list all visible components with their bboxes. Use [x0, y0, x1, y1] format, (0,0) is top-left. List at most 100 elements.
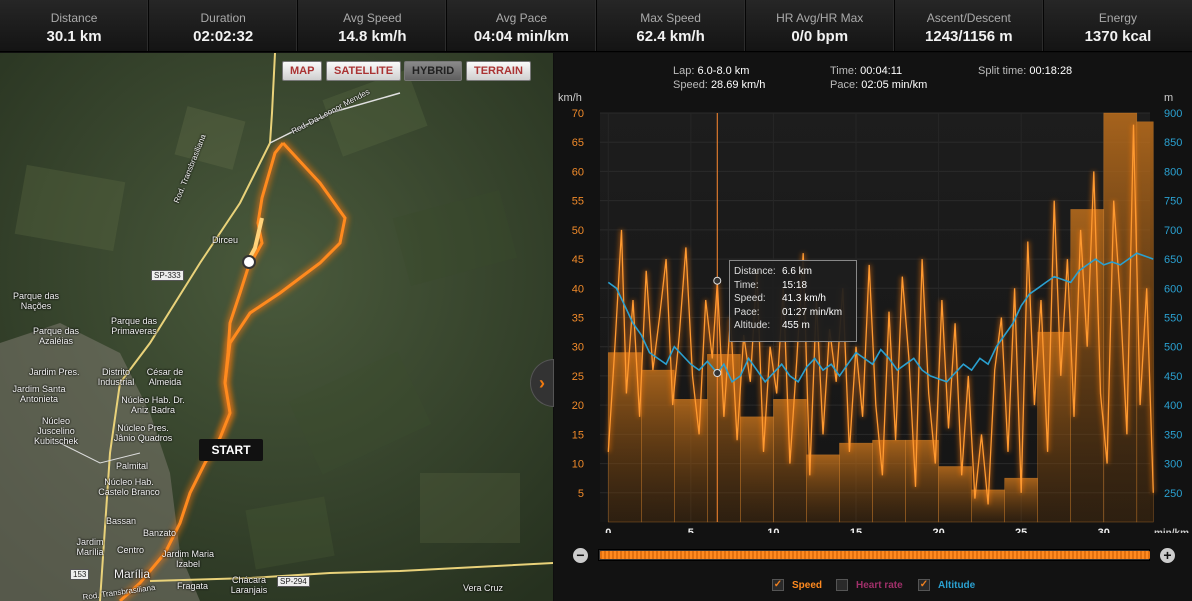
place-label: Núcleo Juscelino Kubitschek	[33, 416, 79, 446]
route-shield: 153	[70, 569, 90, 580]
range-slider[interactable]	[598, 549, 1150, 561]
tooltip-row: Speed: 41.3 km/h	[734, 292, 852, 306]
place-label: Dirceu	[212, 235, 239, 245]
map-canvas[interactable]	[0, 53, 553, 601]
position-marker[interactable]	[242, 255, 256, 269]
stat-value: 04:04 min/km	[473, 28, 569, 45]
lap-pace-value: 02:05 min/km	[861, 79, 928, 91]
y-right-tick-label: 850	[1164, 137, 1182, 149]
heart-rate-checkbox[interactable]	[836, 579, 848, 591]
stat-value: 0/0 bpm	[791, 28, 849, 45]
place-label: Núcleo Pres. Jânio Quadros	[113, 423, 173, 443]
y-left-tick-label: 65	[572, 137, 584, 149]
tooltip-key: Speed:	[734, 293, 766, 305]
place-label: Palmital	[116, 461, 149, 471]
tooltip-value: 6.6 km	[782, 266, 813, 277]
y-left-tick-label: 15	[572, 429, 584, 441]
legend-label: Heart rate	[856, 579, 903, 591]
place-label: César de Almeida	[146, 367, 184, 387]
y-left-tick-label: 35	[572, 313, 584, 325]
cursor-altitude-dot	[713, 369, 722, 378]
stat-value: 30.1 km	[46, 28, 102, 45]
altitude-checkbox[interactable]: ✓	[918, 579, 930, 591]
split-time-info: Split time: 00:18:28	[978, 65, 1072, 77]
place-label: Núcleo Hab. Castelo Branco	[98, 477, 160, 497]
start-marker[interactable]: START	[199, 439, 263, 461]
lap-bar	[674, 398, 708, 523]
y-left-tick-label: 60	[572, 166, 584, 178]
speed-checkbox[interactable]: ✓	[772, 579, 784, 591]
lap-time-label: Time:	[830, 65, 858, 77]
y-right-tick-label: 600	[1164, 283, 1182, 295]
tooltip-row: Altitude: 455 m	[734, 319, 852, 333]
map-type-map-button[interactable]: MAP	[282, 61, 323, 81]
map-type-hybrid-button[interactable]: HYBRID	[404, 61, 463, 81]
place-label: Parque das Azaléias	[32, 326, 80, 346]
place-label: Parque das Primaveras	[110, 316, 158, 336]
x-tick-label: 0	[605, 527, 611, 533]
split-time-value: 00:18:28	[1029, 65, 1073, 77]
zoom-in-button[interactable]: +	[1160, 548, 1175, 563]
road	[269, 92, 401, 144]
route-shield: SP-294	[277, 576, 310, 587]
y-right-tick-label: 800	[1164, 166, 1182, 178]
y-left-axis-label: km/h	[558, 92, 582, 104]
y-left-tick-label: 10	[572, 459, 584, 471]
lap-pace-label: Pace:	[830, 79, 859, 91]
tooltip-row: Time: 15:18	[734, 279, 852, 293]
stat-label: HR Avg/HR Max	[776, 11, 864, 25]
stat-avg-speed: Avg Speed 14.8 km/h	[298, 0, 448, 51]
place-label: Jardim Pres.	[29, 367, 80, 377]
place-label: Bassan	[106, 516, 137, 526]
stat-label: Duration	[200, 11, 246, 25]
x-tick-label: 20	[932, 527, 944, 533]
stat-energy: Energy 1370 kcal	[1044, 0, 1192, 51]
tooltip-key: Pace:	[734, 306, 760, 318]
city-area	[0, 323, 200, 601]
place-label: Jardim Maria Izabel	[161, 549, 214, 569]
y-right-axis-label: m	[1164, 92, 1173, 104]
place-label: Jardim Santa Antonieta	[12, 384, 66, 404]
lap-bar	[938, 466, 972, 523]
lap-bar	[839, 442, 873, 523]
range-slider-fill[interactable]	[600, 551, 1150, 559]
stat-label: Ascent/Descent	[926, 11, 1011, 25]
speed-altitude-chart[interactable]: 5101520253035404550556065702503003504004…	[554, 83, 1192, 533]
stat-avg-pace: Avg Pace 04:04 min/km	[447, 0, 597, 51]
stat-heart-rate: HR Avg/HR Max 0/0 bpm	[746, 0, 895, 51]
x-axis-label: min/km	[1154, 528, 1189, 533]
stat-label: Avg Speed	[343, 11, 402, 25]
y-left-tick-label: 30	[572, 342, 584, 354]
place-label: Chácara Laranjais	[230, 575, 268, 595]
stat-duration: Duration 02:02:32	[149, 0, 299, 51]
route-path	[223, 142, 285, 384]
y-left-tick-label: 40	[572, 283, 584, 295]
stat-ascent-descent: Ascent/Descent 1243/1156 m	[895, 0, 1044, 51]
tooltip-value: 41.3 km/h	[782, 293, 826, 305]
stat-label: Distance	[50, 11, 98, 25]
x-tick-label: 10	[767, 527, 779, 533]
map-type-terrain-button[interactable]: TERRAIN	[466, 61, 531, 81]
y-right-tick-label: 250	[1164, 488, 1182, 500]
route-map[interactable]: MAP SATELLITE HYBRID TERRAIN Dirceu Parq…	[0, 53, 553, 601]
lap-speed-label: Speed:	[673, 79, 708, 91]
legend-label: Speed	[792, 579, 823, 591]
altitude-line	[607, 252, 1154, 384]
place-label: Parque das Nações	[12, 291, 60, 311]
legend-altitude[interactable]: ✓ Altitude	[918, 579, 975, 591]
field-patches	[14, 69, 520, 570]
y-right-tick-label: 300	[1164, 459, 1182, 471]
legend-heart-rate[interactable]: Heart rate	[836, 579, 903, 591]
stat-label: Avg Pace	[495, 11, 548, 25]
lap-speed-value: 28.69 km/h	[710, 79, 766, 91]
y-right-tick-label: 350	[1164, 429, 1182, 441]
legend-speed[interactable]: ✓ Speed	[772, 579, 822, 591]
zoom-out-button[interactable]: −	[573, 548, 588, 563]
lap-pace-info: Pace: 02:05 min/km	[830, 79, 927, 91]
tooltip-key: Altitude:	[734, 320, 771, 332]
lap-info: Lap: 6.0-8.0 km	[673, 65, 749, 77]
y-right-tick-label: 500	[1164, 342, 1182, 354]
stat-distance: Distance 30.1 km	[0, 0, 150, 51]
map-type-satellite-button[interactable]: SATELLITE	[326, 61, 402, 81]
